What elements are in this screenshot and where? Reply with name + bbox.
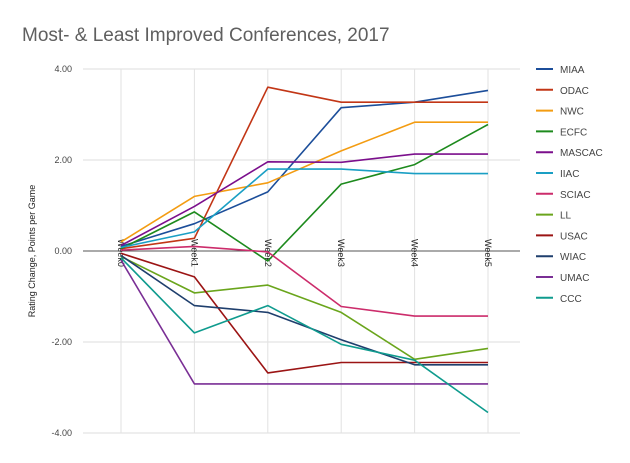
legend-label: LL — [560, 211, 572, 222]
series-line-nwc — [120, 121, 488, 243]
legend-label: ODAC — [560, 86, 589, 97]
x-tick-label: Week5 — [483, 239, 493, 267]
series-line-usac — [120, 252, 488, 374]
legend-label: USAC — [560, 231, 588, 242]
series-line-wiac — [120, 254, 488, 366]
y-tick-label: -2.00 — [51, 337, 72, 347]
y-tick-label: -4.00 — [51, 428, 72, 438]
x-tick-label: Week0 — [116, 239, 126, 267]
legend-label: UMAC — [560, 273, 589, 284]
series-line-miaa — [120, 89, 489, 248]
legend-label: WIAC — [560, 252, 586, 263]
y-axis-ticks: 4.00 2.00 0.00 -2.00 -4.00 — [51, 64, 72, 438]
series-lines — [120, 86, 489, 414]
series-line-umac — [120, 259, 488, 385]
chart-title: Most- & Least Improved Conferences, 2017 — [22, 25, 390, 46]
legend-label: SCIAC — [560, 190, 591, 201]
x-tick-label: Week2 — [263, 239, 273, 267]
x-tick-label: Week4 — [410, 239, 420, 267]
series-line-ecfc — [120, 123, 489, 262]
gridlines — [83, 68, 520, 434]
series-line-ll — [120, 255, 489, 361]
legend: MIAA ODAC NWC ECFC MASCAC IIAC SCIAC LL USAC WIAC… — [536, 65, 603, 305]
x-tick-label: Week3 — [336, 239, 346, 267]
legend-label: NWC — [560, 107, 584, 118]
y-tick-label: 2.00 — [54, 155, 72, 165]
series-line-mascac — [120, 153, 488, 247]
legend-label: CCC — [560, 294, 582, 305]
y-tick-label: 0.00 — [54, 246, 72, 256]
series-line-odac — [120, 86, 488, 250]
series-line-ccc — [120, 257, 489, 414]
legend-label: ECFC — [560, 127, 587, 138]
series-line-sciac — [120, 245, 488, 317]
y-axis-title: Rating Change, Points per Game — [27, 185, 37, 318]
x-axis-ticks: Week0 Week1 Week2 Week3 Week4 Week5 — [116, 239, 493, 267]
legend-label: IIAC — [560, 169, 579, 180]
y-tick-label: 4.00 — [54, 64, 72, 74]
x-tick-label: Week1 — [189, 239, 199, 267]
legend-label: MASCAC — [560, 148, 603, 159]
series-line-iiac — [120, 168, 488, 249]
legend-label: MIAA — [560, 65, 585, 76]
